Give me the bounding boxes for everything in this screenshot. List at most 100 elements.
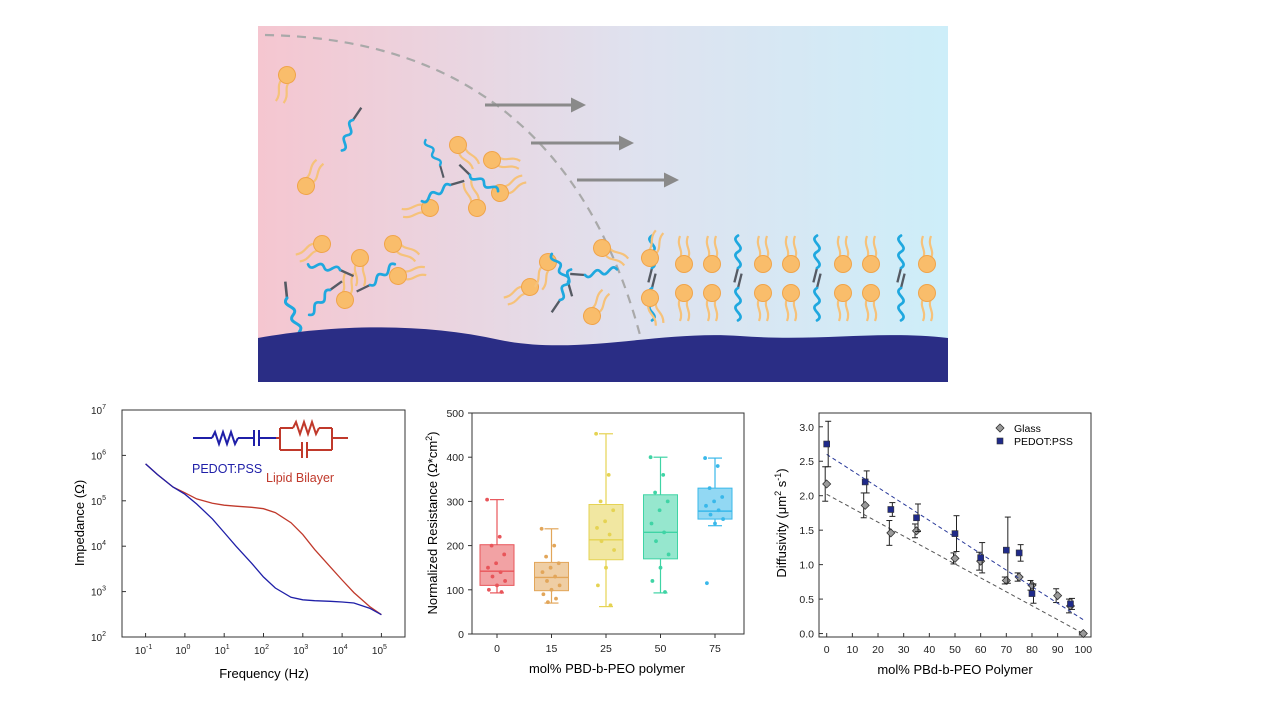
- y-tick-label: 102: [91, 631, 106, 644]
- x-tick-base: 10: [333, 646, 345, 657]
- y-axis-label: Diffusivity (μm2 s-1): [773, 468, 789, 577]
- pedot-point: [1003, 546, 1010, 554]
- lipid-tail: [764, 235, 770, 259]
- lipid-head: [641, 289, 659, 307]
- lipid-head: [918, 255, 936, 273]
- lipid-head: [313, 235, 331, 253]
- lipid-tail: [533, 265, 544, 288]
- polymer-hydrophobic-block: [733, 267, 740, 283]
- lipid-tail: [836, 298, 842, 322]
- lipid-head: [593, 239, 611, 257]
- lipid-molecule: [641, 229, 665, 267]
- x-tick-label: 50: [655, 643, 667, 655]
- y-tick-label: 0: [458, 629, 464, 641]
- polymer-hydrophilic-block: [420, 182, 452, 204]
- resistor-symbol: [292, 418, 320, 438]
- polymer-hydrophobic-block: [283, 281, 289, 299]
- data-point: [489, 543, 494, 548]
- data-point: [721, 517, 725, 521]
- trend-line-pedot: [826, 453, 1084, 621]
- data-point: [554, 596, 558, 601]
- y-tick-label: 1.5: [799, 525, 814, 537]
- pedot-point: [1015, 549, 1023, 557]
- pedot-point: [861, 478, 869, 486]
- lipid-tail: [353, 263, 359, 287]
- box-iqr: [588, 503, 624, 561]
- y-tick-label: 1.0: [799, 560, 814, 572]
- data-point: [708, 512, 713, 517]
- y-tick-label: 0.5: [799, 594, 814, 606]
- lipid-head: [862, 284, 880, 302]
- box-25: [588, 431, 624, 608]
- data-point: [595, 526, 599, 530]
- pedot-point: [1067, 600, 1074, 608]
- block-copolymer: [897, 273, 906, 322]
- x-axis-label: mol% PBD-b-PEO polymer: [529, 661, 686, 676]
- resistance-box-chart: 0 100 200 300 400 500 0 15 25 50 75 mol% PBD-b-PEO…: [424, 408, 745, 676]
- x-tick-label: 100: [175, 644, 190, 657]
- polymer-hydrophobic-block: [458, 163, 471, 176]
- lipid-head: [834, 284, 852, 302]
- legend: Glass PEDOT:PSS: [995, 423, 1073, 448]
- x-tick-label: 20: [872, 644, 884, 656]
- block-copolymer: [550, 268, 573, 313]
- y-tick-label: 104: [91, 540, 106, 553]
- polymer-hydrophilic-block: [558, 268, 573, 302]
- x-tick-label: 101: [215, 644, 230, 657]
- data-point: [650, 579, 655, 583]
- x-tick-label: 25: [600, 643, 612, 655]
- lipid-tail: [311, 162, 325, 184]
- polymer-hydrophobic-block: [352, 107, 363, 121]
- data-point: [607, 532, 612, 537]
- lipid-tail: [872, 235, 878, 259]
- polymer-hydrophilic-block: [734, 286, 742, 322]
- lipid-molecule: [483, 151, 521, 170]
- lipid-tail: [496, 164, 520, 170]
- data-point: [557, 583, 562, 588]
- plot-frame: [471, 412, 745, 635]
- x-tick-label: 10: [847, 644, 859, 656]
- lipid-head: [297, 177, 315, 195]
- data-point: [540, 570, 545, 575]
- lipid-molecule: [782, 284, 800, 322]
- lipid-tail: [470, 180, 480, 202]
- data-point: [499, 590, 504, 594]
- lipid-molecule: [675, 235, 693, 273]
- lipid-tail: [920, 298, 926, 322]
- box-iqr: [643, 494, 678, 560]
- lipid-head: [389, 267, 407, 285]
- polymer-hydrophilic-block: [734, 234, 742, 270]
- data-point: [662, 530, 666, 535]
- polymer-hydrophobic-block: [815, 273, 822, 289]
- y-tick-exponent: 5: [102, 495, 106, 502]
- plot-frame: [121, 409, 406, 638]
- data-point: [546, 600, 550, 605]
- lipid-molecule: [703, 284, 721, 322]
- legend-pedot-marker: [996, 437, 1004, 445]
- legend-pedot-label: PEDOT:PSS: [1014, 436, 1073, 448]
- lipid-tail: [395, 249, 417, 263]
- lipid-molecule: [918, 284, 936, 322]
- polymer-hydrophilic-block: [368, 262, 397, 287]
- polymer-hydrophobic-block: [647, 267, 654, 283]
- x-axis-label: Frequency (Hz): [219, 666, 309, 681]
- data-point: [556, 561, 561, 566]
- data-point: [715, 464, 720, 468]
- polymer-hydrophobic-block: [356, 283, 371, 293]
- polymer-hydrophilic-block: [340, 118, 355, 152]
- x-tick-base: 10: [215, 646, 227, 657]
- x-tick-label: 40: [923, 644, 935, 656]
- y-tick-label: 100: [446, 585, 464, 597]
- block-copolymer: [896, 234, 905, 283]
- y-tick-exponent: 4: [102, 540, 106, 547]
- y-tick-exponent: 2: [102, 631, 106, 638]
- y-tick-label: 2.0: [799, 491, 814, 503]
- lipid-tail: [507, 181, 527, 195]
- x-tick-label: 80: [1026, 644, 1038, 656]
- y-tick-base: 10: [91, 497, 103, 508]
- polymer-hydrophobic-block: [329, 280, 343, 291]
- y-tick-base: 10: [91, 633, 103, 644]
- glass-point: [822, 479, 832, 489]
- y-tick-label: 2.5: [799, 456, 814, 468]
- box-50: [643, 455, 678, 594]
